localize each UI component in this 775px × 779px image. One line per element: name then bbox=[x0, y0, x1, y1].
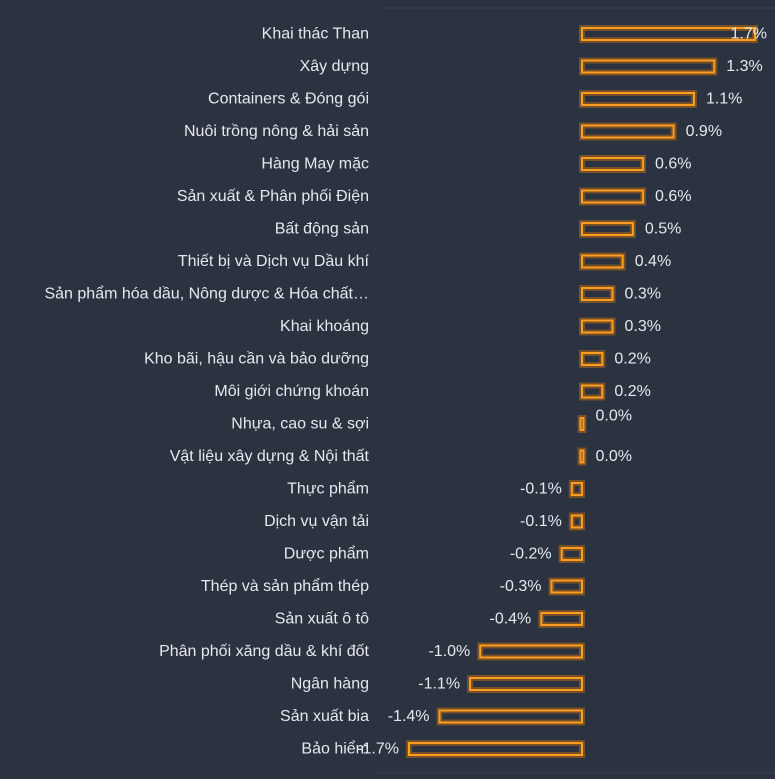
bar bbox=[550, 579, 583, 594]
category-label: Phân phối xăng dầu & khí đốt bbox=[159, 643, 369, 660]
bar-glow bbox=[579, 252, 626, 271]
bar bbox=[581, 287, 614, 301]
category-label: Vật liệu xây dựng & Nội thất bbox=[170, 448, 370, 465]
labels-layer: Khai thác Than 1.7% Xây dựng 1.3% Containers… bbox=[44, 26, 767, 758]
bar bbox=[581, 59, 716, 74]
value-label: 0.0% bbox=[596, 408, 632, 425]
bar bbox=[581, 92, 695, 106]
bar bbox=[408, 742, 583, 756]
category-label: Môi giới chứng khoán bbox=[214, 383, 369, 400]
category-label: Ngân hàng bbox=[291, 676, 369, 693]
bar bbox=[581, 27, 756, 41]
bar bbox=[581, 384, 604, 399]
value-label: -1.0% bbox=[428, 643, 470, 660]
category-label: Containers & Đóng gói bbox=[208, 91, 369, 108]
value-label: 0.2% bbox=[614, 351, 650, 368]
bar bbox=[579, 417, 585, 431]
value-label: 0.4% bbox=[635, 253, 671, 270]
bar-glow bbox=[538, 610, 586, 628]
bar-glow bbox=[406, 740, 585, 758]
category-label: Khai thác Than bbox=[262, 26, 369, 43]
value-label: -0.3% bbox=[500, 578, 542, 595]
bar-glow bbox=[579, 317, 616, 336]
category-label: Sản xuất ô tô bbox=[275, 611, 369, 628]
value-label: -0.2% bbox=[510, 546, 552, 563]
bar-glow bbox=[548, 577, 585, 596]
value-label: 1.7% bbox=[731, 26, 767, 43]
value-label: 0.9% bbox=[686, 123, 722, 140]
value-label: 0.2% bbox=[614, 383, 650, 400]
category-label: Nuôi trồng nông & hải sản bbox=[184, 123, 369, 140]
bar bbox=[560, 547, 583, 561]
value-label: -0.4% bbox=[489, 611, 531, 628]
value-label: 1.3% bbox=[726, 58, 762, 75]
bar bbox=[581, 222, 634, 236]
value-label: 0.6% bbox=[655, 156, 691, 173]
category-label: Sản phẩm hóa dầu, Nông dược & Hóa chất… bbox=[44, 285, 369, 303]
bar-glow bbox=[558, 545, 585, 563]
bar-glow bbox=[579, 220, 636, 238]
bar bbox=[469, 677, 584, 691]
bar-glow bbox=[568, 512, 586, 531]
bar bbox=[581, 157, 645, 171]
bar-glow bbox=[436, 707, 585, 726]
category-label: Hàng May mặc bbox=[261, 156, 369, 173]
category-label: Dịch vụ vận tải bbox=[264, 513, 369, 530]
bar-glow bbox=[579, 122, 677, 141]
category-label: Nhựa, cao su & sợi bbox=[231, 416, 369, 433]
bar-glow bbox=[579, 285, 616, 303]
category-label: Sản xuất & Phân phối Điện bbox=[177, 188, 369, 205]
bars-layer bbox=[406, 25, 758, 758]
value-label: 0.0% bbox=[596, 448, 632, 465]
category-label: Bất động sản bbox=[275, 221, 369, 238]
bar-glow bbox=[579, 90, 697, 108]
bar bbox=[581, 189, 645, 204]
bar-glow bbox=[477, 642, 585, 661]
bar bbox=[579, 449, 585, 464]
value-label: -1.1% bbox=[418, 676, 460, 693]
bar bbox=[570, 482, 584, 496]
value-label: -1.4% bbox=[388, 708, 430, 725]
bar bbox=[581, 352, 604, 366]
bar bbox=[479, 644, 583, 659]
bar-glow bbox=[579, 382, 606, 401]
category-label: Xây dựng bbox=[300, 58, 369, 75]
bar bbox=[438, 709, 583, 724]
value-label: 0.3% bbox=[625, 286, 661, 303]
bar bbox=[581, 319, 614, 334]
bar-glow bbox=[579, 25, 758, 43]
bar-glow bbox=[467, 675, 586, 693]
bar-glow bbox=[579, 155, 647, 173]
category-label: Kho bãi, hậu cần và bảo dưỡng bbox=[144, 351, 369, 368]
value-label: 0.3% bbox=[625, 318, 661, 335]
category-label: Thiết bị và Dịch vụ Dầu khí bbox=[178, 253, 370, 270]
bar bbox=[581, 254, 624, 269]
bar-glow bbox=[579, 57, 718, 76]
bar-glow bbox=[579, 187, 647, 206]
category-label: Dược phẩm bbox=[284, 545, 369, 563]
bar-glow bbox=[579, 350, 606, 368]
bar-glow bbox=[568, 480, 586, 498]
value-label: -0.1% bbox=[520, 481, 562, 498]
value-label: 0.6% bbox=[655, 188, 691, 205]
category-label: Thực phẩm bbox=[287, 480, 369, 498]
category-label: Sản xuất bia bbox=[280, 708, 369, 725]
value-label: 1.1% bbox=[706, 91, 742, 108]
bar bbox=[570, 514, 584, 529]
value-label: 0.5% bbox=[645, 221, 681, 238]
category-label: Thép và sản phẩm thép bbox=[201, 577, 369, 595]
bar bbox=[540, 612, 584, 626]
category-label: Bảo hiểm bbox=[301, 740, 369, 758]
value-label: -0.1% bbox=[520, 513, 562, 530]
value-label: -1.7% bbox=[357, 741, 399, 758]
bar bbox=[581, 124, 675, 139]
category-label: Khai khoáng bbox=[280, 318, 369, 335]
